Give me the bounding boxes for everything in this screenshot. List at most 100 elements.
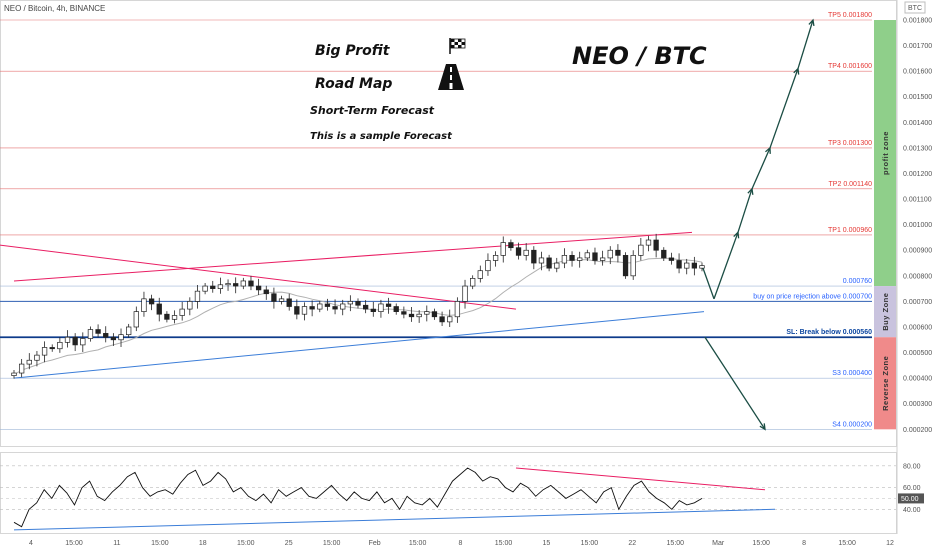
price-tick-label: 0.000500 [903, 350, 932, 357]
candle-body [11, 372, 17, 376]
candle-body [416, 313, 422, 318]
candle-body [301, 306, 308, 315]
candle-body [515, 247, 522, 256]
candle-body [126, 326, 132, 336]
price-tick-label: 0.000700 [903, 299, 932, 306]
time-tick-label: 15:00 [495, 540, 513, 547]
candle-body [508, 242, 514, 249]
rsi-support-line [13, 508, 776, 531]
forecast-arrow-segment [751, 147, 771, 190]
price-tick-label: 0.001000 [903, 222, 932, 229]
rsi-pane: 80.00 60.00 40.00 50.00 [0, 463, 924, 531]
candles [11, 233, 705, 379]
candle-body [408, 313, 415, 318]
candle-body [699, 265, 705, 269]
candle-body [317, 303, 323, 310]
candle-body [684, 262, 690, 269]
zone-panel: profit zone Buy Zone Reverse Zone [874, 20, 896, 430]
moving-average [13, 257, 703, 376]
candle-body [531, 249, 537, 264]
candle-body [41, 347, 48, 356]
candle-body [309, 306, 315, 310]
candle-body [64, 336, 71, 343]
candle-body [133, 311, 139, 328]
candle-body [141, 298, 147, 312]
candle-body [332, 306, 338, 310]
uptrend-resistance-line [13, 231, 693, 282]
candle-body [80, 338, 86, 346]
currency-box [904, 1, 926, 14]
candle-body [248, 280, 254, 287]
price-tick-label: 0.000200 [903, 427, 932, 434]
candle-body [554, 262, 560, 269]
price-tick-label: 0.001100 [903, 197, 932, 204]
price-tick-label: 0.001500 [903, 94, 932, 101]
reverse-zone-label: Reverse Zone [881, 356, 890, 411]
candle-body [615, 249, 621, 256]
rsi-tick-label: 80.00 [903, 463, 921, 470]
time-tick-label: 8 [459, 540, 463, 547]
rsi-tick-label: 60.00 [903, 485, 921, 492]
candle-body [34, 354, 40, 361]
candle-body [240, 280, 246, 287]
big-profit-title: Big Profit [315, 43, 391, 59]
forecast-arrow-segment [797, 19, 814, 69]
candle-body [462, 285, 468, 302]
candle-body [110, 336, 117, 341]
road-map-title: Road Map [315, 76, 392, 92]
price-axis[interactable]: 0.001800 0.001700 0.001600 0.001500 0.001400… [903, 18, 932, 434]
bearish-arrow-head [759, 423, 766, 431]
candle-body [385, 303, 392, 307]
time-axis[interactable]: 4 15:00 11 15:00 18 15:00 25 15:00 Feb 15:00 8 15:0… [29, 540, 894, 547]
candle-body [607, 249, 613, 259]
candle-body [584, 252, 590, 259]
level-label: TP2 0.001140 [829, 181, 873, 188]
uptrend-support-line [13, 311, 705, 379]
symbol-title: NEO / Bitcoin, 4h, BINANCE [4, 4, 105, 13]
checkered-flag-icon [449, 38, 466, 54]
candle-body [217, 284, 224, 289]
profit-zone-label: profit zone [881, 131, 890, 175]
candle-body [431, 311, 438, 318]
candle-body [225, 283, 231, 286]
candle-body [599, 257, 606, 261]
candle-body [233, 283, 239, 287]
short-term-title: Short-Term Forecast [310, 104, 435, 117]
time-tick-label: 15:00 [237, 540, 255, 547]
price-tick-label: 0.001300 [903, 145, 932, 152]
candle-body [538, 257, 545, 264]
buy-zone-label: Buy Zone [881, 293, 890, 331]
time-tick-label: 15:00 [65, 540, 83, 547]
candle-body [668, 257, 675, 261]
candle-body [57, 341, 63, 350]
price-tick-label: 0.001600 [903, 69, 932, 76]
time-tick-label: 4 [29, 540, 33, 547]
candle-body [103, 333, 109, 338]
currency-label: BTC [908, 5, 922, 12]
candle-body [26, 359, 32, 365]
candle-body [187, 301, 193, 310]
candle-body [294, 306, 300, 315]
candle-body [148, 298, 155, 305]
candle-body [592, 252, 598, 261]
profit-zone [874, 20, 896, 287]
time-tick-label: 12 [886, 540, 894, 547]
time-tick-label: 15:00 [838, 540, 856, 547]
candle-body [561, 255, 568, 264]
time-tick-label: Mar [712, 540, 725, 547]
price-levels [0, 19, 872, 430]
forecast-arrow-segment [737, 188, 753, 233]
price-tick-label: 0.001700 [903, 43, 932, 50]
rsi-downtrend-line [515, 467, 766, 491]
time-tick-label: 15:00 [581, 540, 599, 547]
forecast-arrow-segment [702, 267, 715, 300]
forecast-arrow-segment [713, 232, 739, 300]
candle-body [492, 255, 499, 261]
candle-body [500, 242, 506, 256]
level-label: TP3 0.001300 [828, 140, 872, 147]
time-tick-label: 15 [543, 540, 551, 547]
time-tick-label: 22 [628, 540, 636, 547]
price-tick-label: 0.000800 [903, 273, 932, 280]
candle-body [271, 293, 277, 302]
